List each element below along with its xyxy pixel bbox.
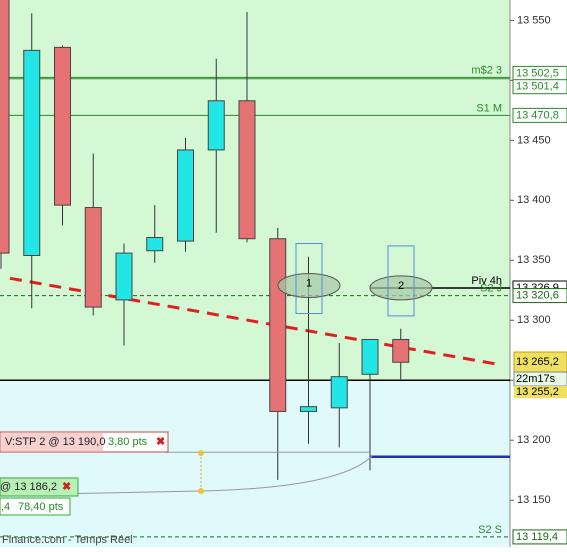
annotation-box [295, 242, 323, 314]
candle-body [23, 49, 41, 257]
candle-body [300, 406, 317, 412]
candle-body [330, 376, 348, 409]
candle-body [238, 100, 256, 240]
candle-body [0, 0, 10, 254]
level-price-box [512, 79, 567, 95]
order-qty: ,4 [1, 501, 10, 513]
y-tick-label: 13 150 [517, 494, 551, 506]
order-curve [0, 455, 373, 496]
y-tick-label: 13 550 [517, 14, 551, 26]
y-tick-label: 13 300 [517, 314, 551, 326]
annotation-ellipse [277, 272, 341, 298]
level-price: 13 502,5 [516, 67, 559, 79]
order-label-box [1, 433, 103, 451]
y-tick-label: 13 350 [517, 254, 551, 266]
level-price: 13 119,4 [516, 531, 558, 543]
footer: Finance.com - Temps Réel [2, 534, 133, 546]
annotation-label: 1 [306, 277, 312, 289]
annotation-label: 2 [398, 280, 404, 292]
order-label: V:STP 2 @ 13 190,0 [5, 436, 105, 448]
candle-body [392, 338, 410, 363]
order-pts: 78,40 pts [18, 501, 64, 513]
order-cancel[interactable]: ✖ [156, 436, 165, 448]
level-name: S1 M [476, 102, 502, 114]
candle-body [269, 238, 287, 412]
y-tick-label: 13 400 [517, 194, 551, 206]
order-box [0, 477, 79, 497]
candle-body [54, 46, 71, 206]
order-dot [198, 450, 204, 456]
level-name: Piv 4h [471, 275, 502, 287]
level-name: m$2 3 [471, 64, 502, 76]
annotation-box [387, 245, 415, 317]
order-dot [198, 488, 204, 494]
order-cancel[interactable]: ✖ [62, 481, 71, 493]
order-pts-box [0, 497, 71, 516]
current-price: 13 265,2 [516, 356, 559, 368]
level-price-box [512, 529, 567, 545]
y-tick-label: 13 450 [517, 134, 551, 146]
candle-body [177, 149, 194, 242]
y-tick-label: 13 200 [517, 434, 551, 446]
bg-below [0, 380, 510, 547]
candle-body [115, 252, 133, 301]
level-name: S2 S [478, 524, 502, 536]
order-label: @ 13 186,2 [0, 481, 57, 493]
timer: 22m17s [516, 373, 556, 385]
second-price-box [514, 386, 567, 399]
level-price: 13 320,6 [516, 289, 559, 301]
candle-body [146, 237, 164, 252]
level-price-box [512, 107, 567, 123]
annotation-ellipse [369, 275, 433, 301]
candle-body [361, 338, 379, 375]
candle-body [207, 100, 225, 151]
level-price: 13 501,4 [516, 81, 559, 93]
level-name: S2 J [480, 282, 502, 294]
candle-body [84, 207, 102, 308]
level-price: 13 470,8 [516, 109, 559, 121]
level-price-box [512, 288, 567, 304]
second-price: 13 255,2 [516, 386, 559, 398]
order-pts: 3,80 pts [108, 436, 148, 448]
